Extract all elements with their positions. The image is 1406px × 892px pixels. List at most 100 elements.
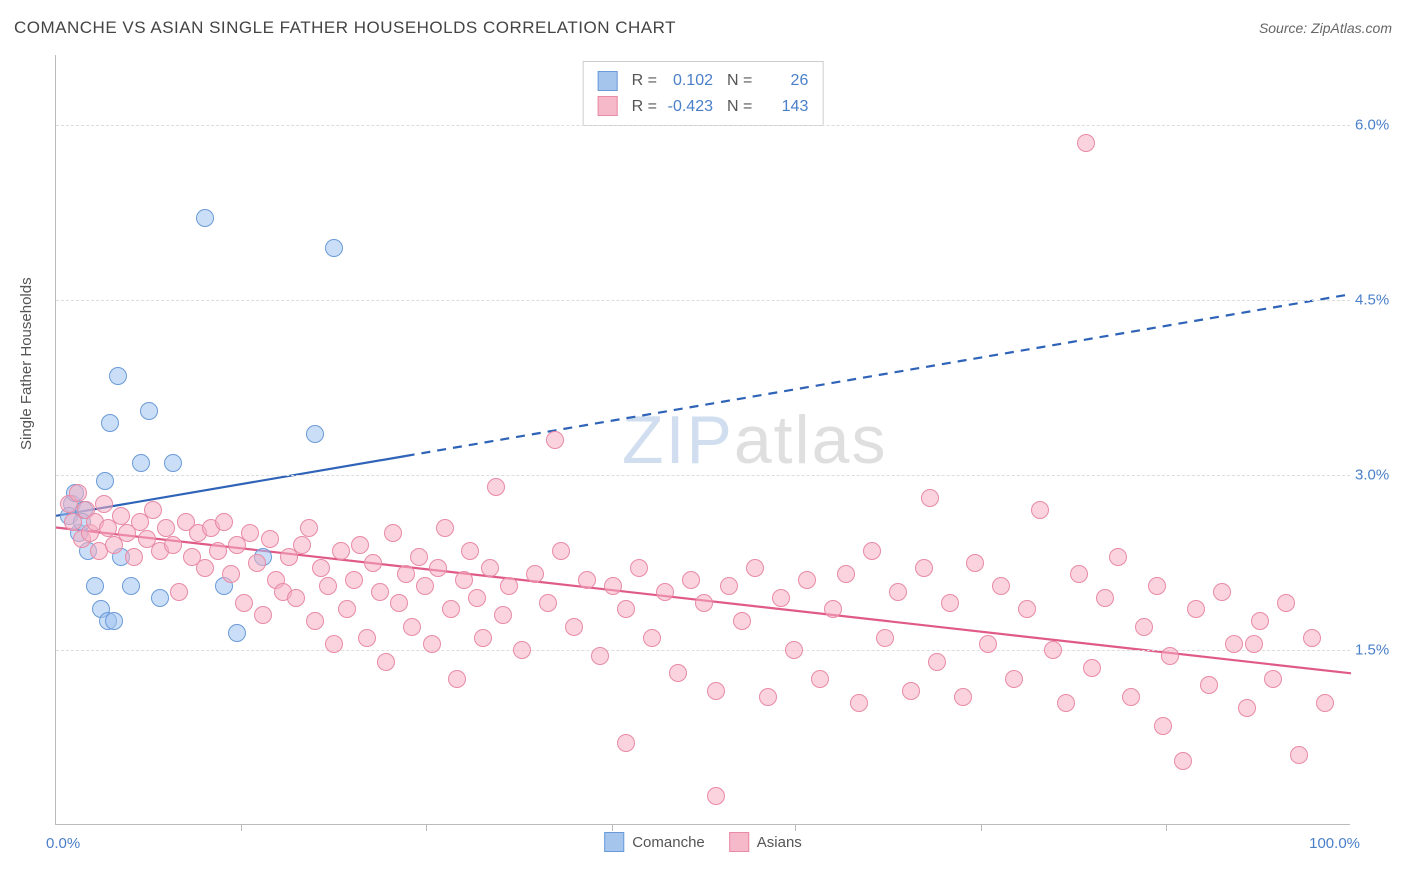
scatter-point: [196, 209, 214, 227]
scatter-point: [876, 629, 894, 647]
scatter-point: [604, 577, 622, 595]
scatter-point: [474, 629, 492, 647]
scatter-point: [293, 536, 311, 554]
scatter-point: [617, 734, 635, 752]
scatter-point: [351, 536, 369, 554]
scatter-point: [86, 577, 104, 595]
scatter-point: [170, 583, 188, 601]
scatter-point: [669, 664, 687, 682]
scatter-point: [798, 571, 816, 589]
scatter-point: [125, 548, 143, 566]
scatter-point: [656, 583, 674, 601]
scatter-point: [151, 589, 169, 607]
trend-lines: [56, 55, 1351, 825]
legend-item: Comanche: [604, 832, 705, 852]
scatter-point: [410, 548, 428, 566]
scatter-point: [1057, 694, 1075, 712]
scatter-point: [1044, 641, 1062, 659]
scatter-point: [397, 565, 415, 583]
scatter-point: [915, 559, 933, 577]
scatter-point: [1238, 699, 1256, 717]
scatter-point: [1083, 659, 1101, 677]
gridline-h: [56, 650, 1350, 651]
scatter-point: [733, 612, 751, 630]
y-tick-label: 4.5%: [1355, 292, 1400, 309]
legend-label: Asians: [757, 834, 802, 851]
plot-area: ZIPatlas R =0.102N =26R =-0.423N =143 0.…: [55, 55, 1350, 825]
scatter-point: [416, 577, 434, 595]
r-value: 0.102: [665, 68, 713, 94]
x-tick: [241, 824, 242, 831]
scatter-point: [248, 554, 266, 572]
scatter-point: [95, 495, 113, 513]
scatter-point: [345, 571, 363, 589]
scatter-point: [707, 787, 725, 805]
y-tick-label: 6.0%: [1355, 117, 1400, 134]
series-legend: Comanche Asians: [604, 832, 802, 852]
scatter-point: [1174, 752, 1192, 770]
scatter-point: [487, 478, 505, 496]
legend-swatch: [598, 71, 618, 91]
scatter-point: [235, 594, 253, 612]
scatter-point: [630, 559, 648, 577]
scatter-point: [1077, 134, 1095, 152]
scatter-point: [403, 618, 421, 636]
y-axis-label: Single Father Households: [18, 277, 35, 450]
scatter-point: [140, 402, 158, 420]
scatter-point: [1251, 612, 1269, 630]
scatter-point: [979, 635, 997, 653]
scatter-point: [552, 542, 570, 560]
scatter-point: [1303, 629, 1321, 647]
scatter-point: [377, 653, 395, 671]
scatter-point: [617, 600, 635, 618]
scatter-point: [1277, 594, 1295, 612]
chart-container: COMANCHE VS ASIAN SINGLE FATHER HOUSEHOL…: [0, 0, 1406, 892]
x-axis-min-label: 0.0%: [46, 835, 80, 852]
scatter-point: [144, 501, 162, 519]
scatter-point: [209, 542, 227, 560]
scatter-point: [1161, 647, 1179, 665]
scatter-point: [455, 571, 473, 589]
r-label: R =: [632, 68, 657, 94]
scatter-point: [222, 565, 240, 583]
scatter-point: [682, 571, 700, 589]
scatter-point: [954, 688, 972, 706]
scatter-point: [928, 653, 946, 671]
x-tick: [426, 824, 427, 831]
scatter-point: [312, 559, 330, 577]
scatter-point: [1122, 688, 1140, 706]
scatter-point: [319, 577, 337, 595]
scatter-point: [578, 571, 596, 589]
scatter-point: [526, 565, 544, 583]
scatter-point: [442, 600, 460, 618]
scatter-point: [772, 589, 790, 607]
scatter-point: [384, 524, 402, 542]
scatter-point: [565, 618, 583, 636]
scatter-point: [1135, 618, 1153, 636]
legend-swatch: [598, 96, 618, 116]
scatter-point: [338, 600, 356, 618]
scatter-point: [539, 594, 557, 612]
scatter-point: [1200, 676, 1218, 694]
scatter-point: [889, 583, 907, 601]
scatter-point: [1213, 583, 1231, 601]
trend-line-dashed: [406, 294, 1351, 456]
scatter-point: [837, 565, 855, 583]
scatter-point: [902, 682, 920, 700]
scatter-point: [1245, 635, 1263, 653]
y-tick-label: 1.5%: [1355, 642, 1400, 659]
scatter-point: [500, 577, 518, 595]
scatter-point: [164, 536, 182, 554]
x-axis-max-label: 100.0%: [1309, 835, 1360, 852]
scatter-point: [1264, 670, 1282, 688]
scatter-point: [811, 670, 829, 688]
legend-swatch: [729, 832, 749, 852]
scatter-point: [1018, 600, 1036, 618]
chart-title: COMANCHE VS ASIAN SINGLE FATHER HOUSEHOL…: [14, 18, 676, 38]
scatter-point: [643, 629, 661, 647]
scatter-point: [448, 670, 466, 688]
x-tick: [795, 824, 796, 831]
x-tick: [981, 824, 982, 831]
scatter-point: [109, 367, 127, 385]
scatter-point: [325, 239, 343, 257]
